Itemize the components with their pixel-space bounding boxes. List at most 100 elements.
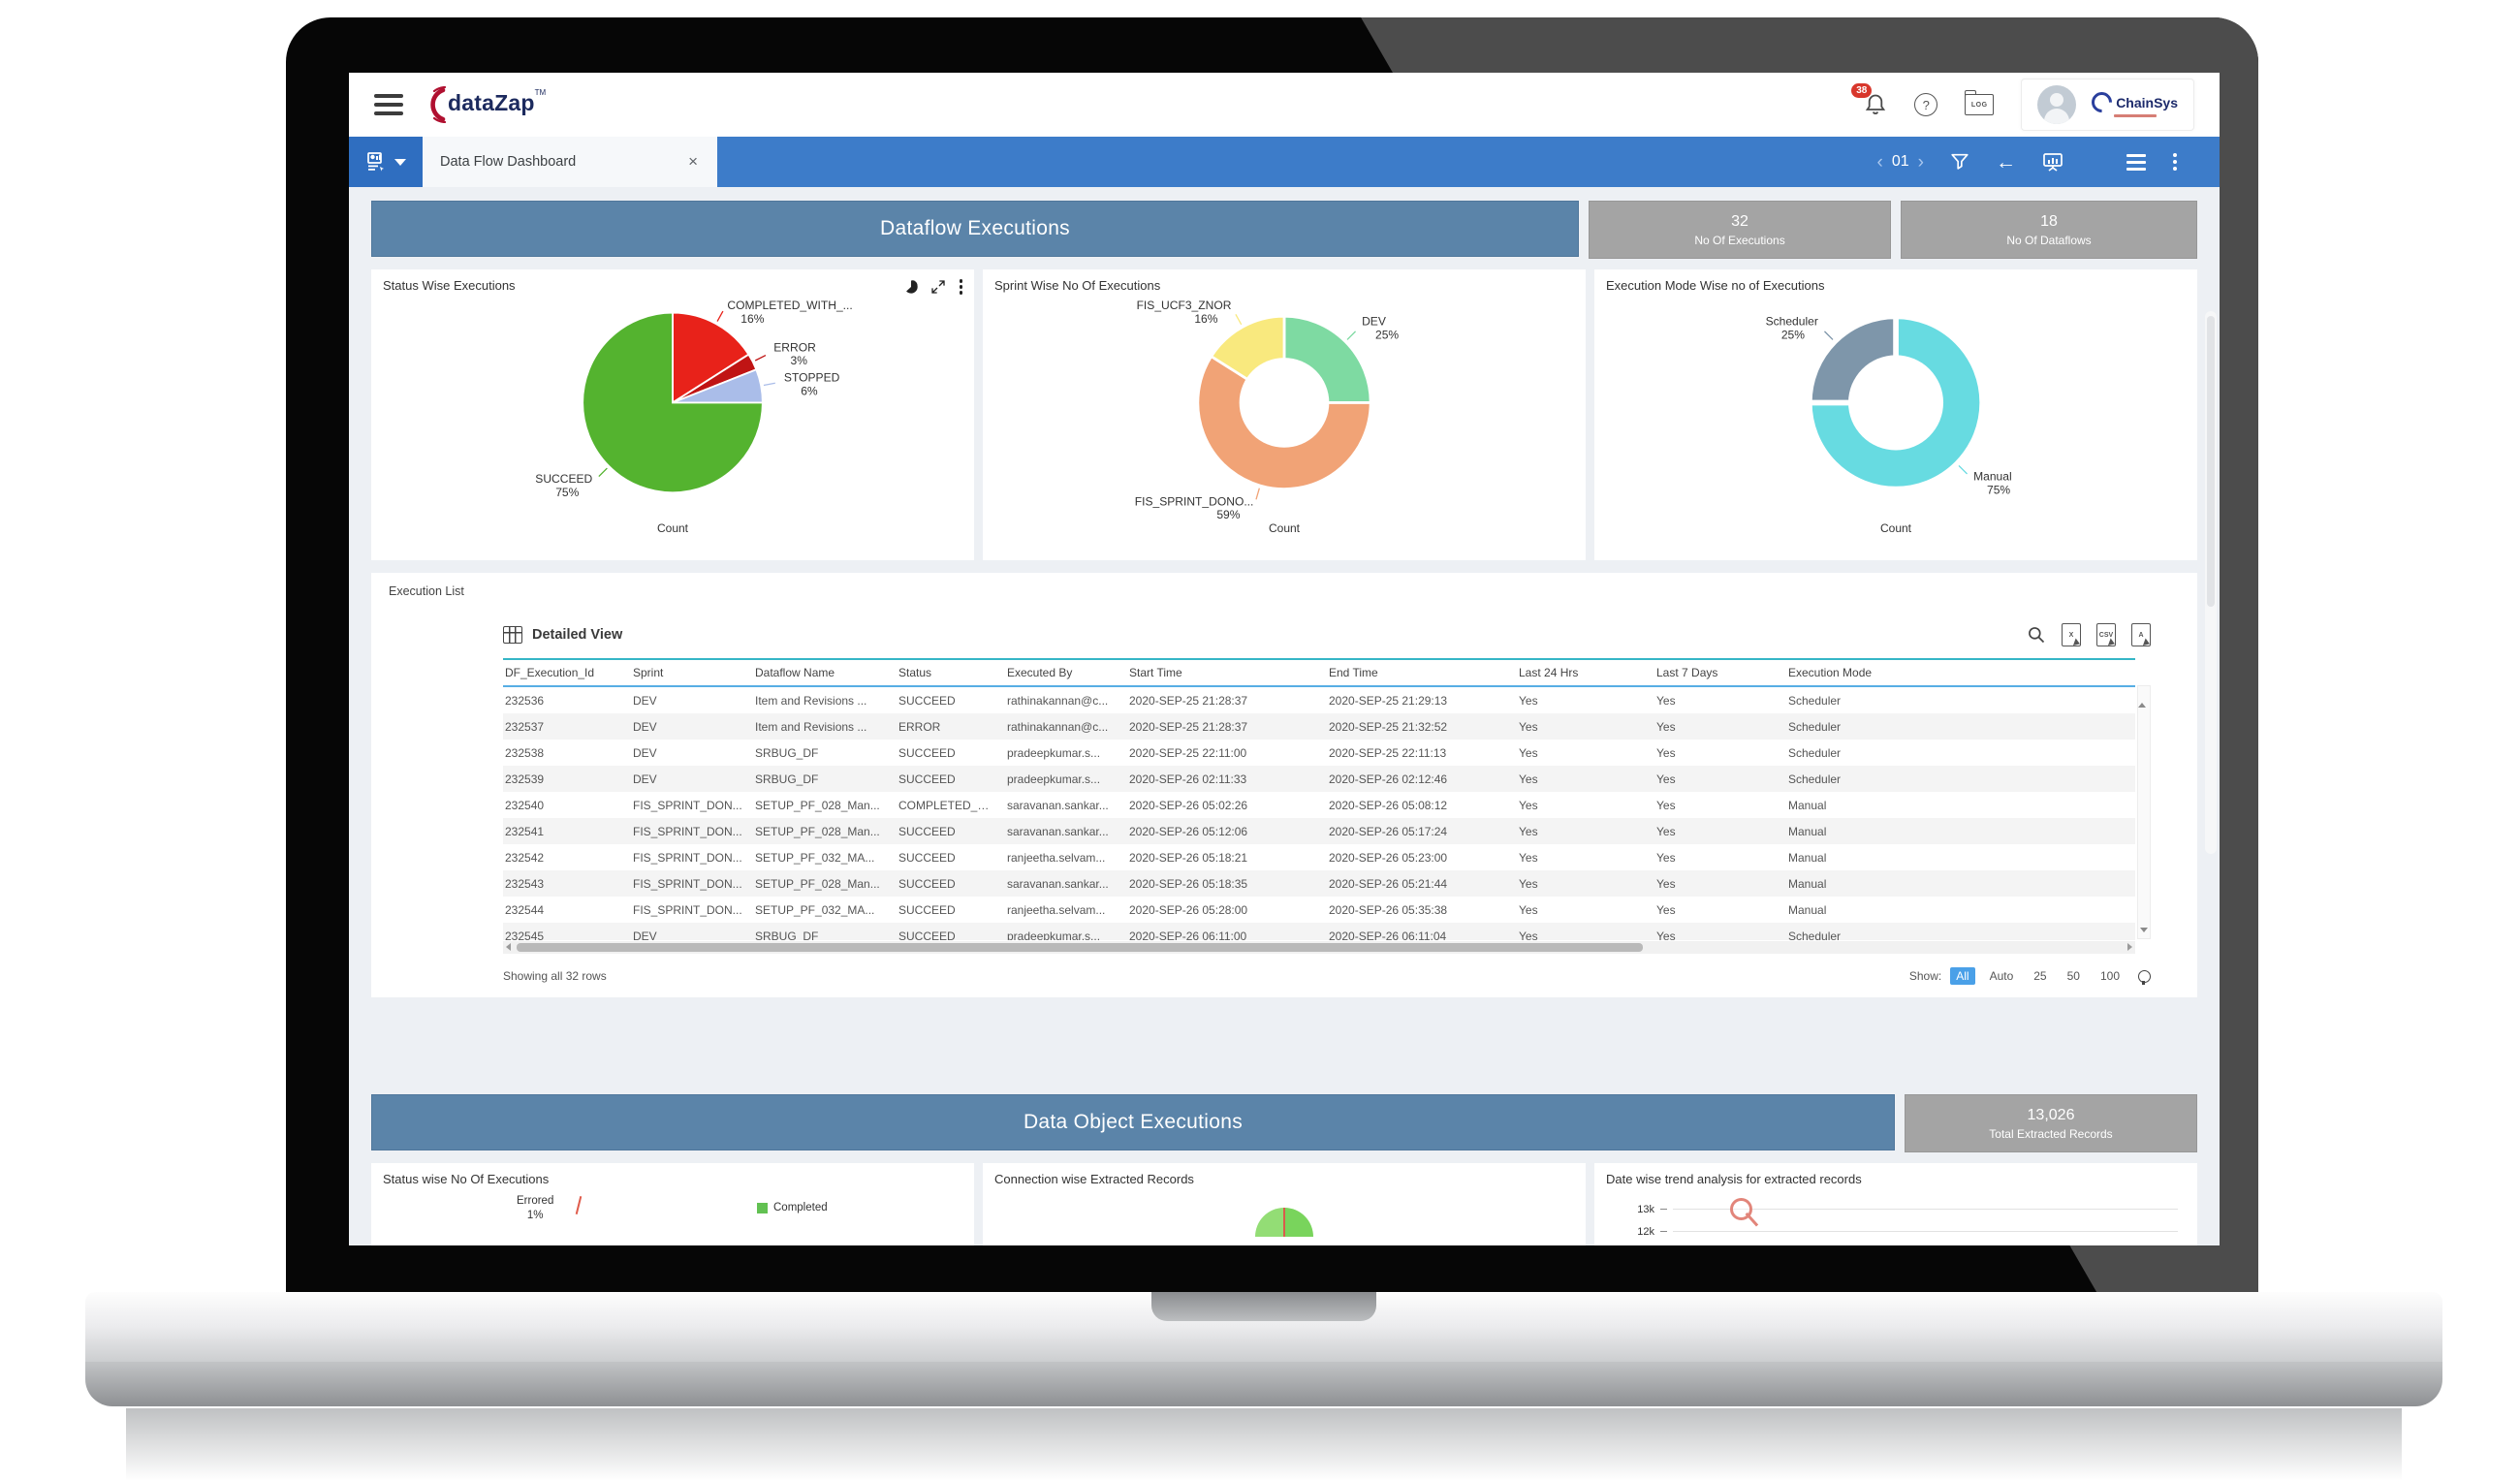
page-size-option[interactable]: 50	[2066, 969, 2080, 983]
next-page-icon[interactable]: ›	[1917, 151, 1924, 173]
export-excel-icon[interactable]: X	[2062, 623, 2081, 646]
table-row[interactable]: 232538 DEV SRBUG_DF SUCCEED pradeepkumar.s..…	[505, 745, 1842, 760]
dashboard-menu-button[interactable]	[349, 137, 423, 187]
table-row[interactable]: 232543 FIS_SPRINT_DON... SETUP_PF_028_Man.…	[503, 870, 2135, 897]
log-button[interactable]: LOG	[1965, 90, 1995, 115]
errored-callout: Errored 1%	[517, 1195, 554, 1221]
x-axis-label: Count	[1879, 521, 1912, 535]
back-button[interactable]: ←	[1996, 152, 2016, 173]
show-label: Show:	[1908, 969, 1942, 983]
laptop-notch	[1151, 1292, 1376, 1321]
table-toolbar: X CSV A	[2027, 623, 2151, 646]
logo-tm: TM	[534, 88, 547, 97]
execution-list-panel: Execution List Detailed View X CSV A	[371, 573, 2197, 997]
sprint-donut-chart[interactable]: DEV 25% FIS_SPRINT_DONO... 59% FIS_UCF3_ZNOR…	[994, 295, 1574, 521]
filter-button[interactable]	[1949, 151, 1970, 173]
search-icon[interactable]	[2027, 625, 2046, 645]
notification-badge: 38	[1851, 83, 1873, 98]
back-arrow-icon: ←	[1996, 150, 2016, 173]
execution-table: DF_Execution_Id Sprint Dataflow Name Status…	[503, 658, 2135, 940]
scrollbar-thumb[interactable]	[2207, 316, 2215, 607]
notifications-button[interactable]: 38	[1851, 83, 1887, 117]
table-row[interactable]: 232539 DEV SRBUG_DF SUCCEED pradeepkumar.s..…	[503, 766, 2135, 792]
export-csv-icon[interactable]: CSV	[2096, 623, 2116, 646]
partial-pie-chart	[1255, 1208, 1313, 1237]
logo-text: dataZap	[448, 90, 535, 115]
chart-title: Status Wise Executions	[383, 278, 516, 293]
column-header[interactable]: Execution Mode	[1786, 658, 1934, 687]
stat-value: 32	[1731, 212, 1748, 230]
chainsys-name: ChainSys	[2116, 94, 2178, 110]
table-vertical-scrollbar[interactable]	[2137, 685, 2151, 939]
table-row[interactable]: 232537 DEV Item and Revisions ... ERROR rath…	[503, 713, 2135, 740]
hamburger-menu-icon[interactable]	[374, 94, 403, 115]
scroll-down-icon[interactable]	[2140, 928, 2148, 932]
chainsys-tagline	[2113, 114, 2157, 117]
column-header[interactable]: Start Time	[1127, 658, 1327, 687]
scrollbar-thumb[interactable]	[517, 943, 1643, 952]
presentation-button[interactable]	[2041, 150, 2064, 173]
panel-menu-icon[interactable]	[958, 277, 965, 297]
table-row[interactable]: 232545 DEV SRBUG_DF SUCCEED pradeepkumar.s..…	[503, 923, 2135, 940]
panel-status-wise-executions: Status Wise Executions COMPLETED_WITH_..…	[371, 269, 974, 560]
column-header[interactable]: Executed By	[1005, 658, 1127, 687]
table-horizontal-scrollbar[interactable]	[503, 941, 2135, 954]
mode-donut-chart[interactable]: Manual 75% Scheduler 25%	[1606, 295, 2186, 521]
dataflow-section-head: Dataflow Executions 32 No Of Executions …	[371, 201, 2197, 259]
svg-text:FIS_SPRINT_DONO...59%: FIS_SPRINT_DONO... 59%	[1135, 494, 1254, 521]
column-header[interactable]: DF_Execution_Id	[503, 658, 631, 687]
column-header[interactable]: Sprint	[631, 658, 753, 687]
export-pdf-icon[interactable]: A	[2131, 623, 2151, 646]
tab-close-icon[interactable]: ×	[688, 152, 698, 171]
list-view-button[interactable]	[2126, 153, 2146, 171]
table-row[interactable]: 232541 FIS_SPRINT_DON... SETUP_PF_028_Man.…	[503, 818, 2135, 844]
page-size-selector: Show: All Auto 25 50 100	[1909, 967, 2151, 985]
table-row[interactable]: 232540 FIS_SPRINT_DON... SETUP_PF_028_Man.…	[505, 798, 1827, 812]
section-gap	[371, 997, 2197, 1094]
chart-title: Status wise No Of Executions	[383, 1172, 550, 1186]
column-header[interactable]: Last 7 Days	[1654, 658, 1786, 687]
tab-bar: Data Flow Dashboard × ‹ 01 › ←	[349, 137, 2220, 187]
status-pie-chart[interactable]: COMPLETED_WITH_... 16% ERROR 3% STOPPED 6% SUC…	[383, 295, 962, 521]
column-header[interactable]: Status	[897, 658, 1005, 687]
scroll-right-icon[interactable]	[2127, 943, 2132, 951]
lightbulb-icon[interactable]	[2138, 969, 2151, 985]
page-indicator: 01	[1891, 153, 1909, 170]
funnel-icon	[1951, 153, 1969, 170]
table-row[interactable]: 232542 FIS_SPRINT_DON... SETUP_PF_032_MA..…	[505, 850, 1827, 865]
page-size-option[interactable]: 100	[2099, 969, 2120, 983]
app-vertical-scrollbar[interactable]	[2205, 311, 2217, 854]
tab-data-flow-dashboard[interactable]: Data Flow Dashboard ×	[423, 137, 717, 187]
charts-row: Status Wise Executions COMPLETED_WITH_..…	[371, 269, 2197, 560]
prev-page-icon[interactable]: ‹	[1876, 151, 1883, 173]
page-size-option[interactable]: Auto	[1989, 969, 2014, 983]
execution-list-label: Execution List	[389, 584, 464, 598]
table-scroll-area[interactable]: DF_Execution_Id Sprint Dataflow Name Status…	[503, 658, 2151, 940]
column-header[interactable]: Dataflow Name	[753, 658, 897, 687]
row-count-text: Showing all 32 rows	[503, 969, 607, 983]
help-button[interactable]: ?	[1914, 93, 1938, 116]
column-header[interactable]: End Time	[1327, 658, 1517, 687]
trend-chart-body: 13k 12k	[1606, 1198, 2186, 1243]
table-row[interactable]: 232544 FIS_SPRINT_DON... SETUP_PF_032_MA..…	[505, 902, 1827, 917]
panel-sprint-wise-executions: Sprint Wise No Of Executions DEV 25% FIS_S…	[983, 269, 1586, 560]
page-size-option[interactable]: All	[1950, 967, 1975, 985]
scroll-up-icon[interactable]	[2138, 686, 2146, 708]
page-size-option[interactable]: 25	[2033, 969, 2047, 983]
pie-chart-icon[interactable]	[903, 279, 919, 295]
more-options-button[interactable]	[2171, 151, 2179, 173]
panel-status-wise-no-of-executions: Status wise No Of Executions Errored 1% …	[371, 1163, 974, 1245]
scroll-left-icon[interactable]	[506, 943, 511, 951]
table-row[interactable]: 232536 DEV Item and Revisions ... SUCCEED ra…	[505, 693, 1842, 708]
chart-title: Execution Mode Wise no of Executions	[1606, 278, 1825, 293]
user-avatar[interactable]	[2037, 85, 2077, 124]
column-header[interactable]: Last 24 Hrs	[1517, 658, 1654, 687]
stat-label: No Of Executions	[1694, 233, 1785, 247]
profile-card[interactable]: ChainSys	[2021, 79, 2194, 131]
expand-icon[interactable]	[930, 279, 946, 295]
